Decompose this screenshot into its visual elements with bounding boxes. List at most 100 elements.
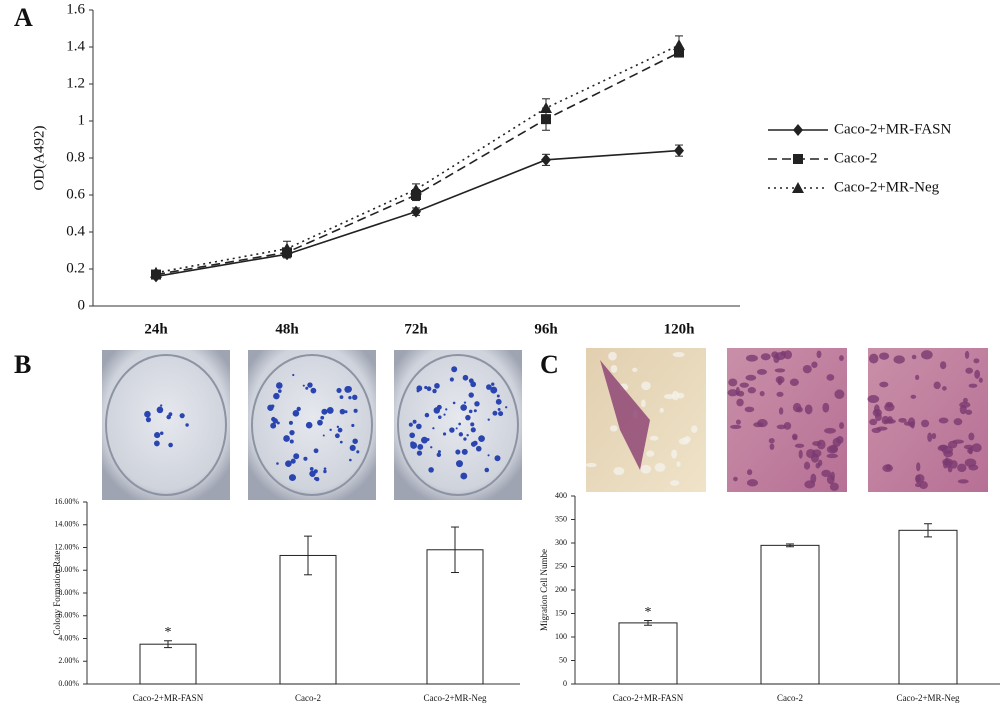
colony-dot bbox=[409, 432, 416, 439]
bar bbox=[618, 622, 678, 685]
colony-dot bbox=[334, 433, 340, 439]
cell bbox=[937, 445, 947, 452]
migration-photo bbox=[727, 348, 847, 492]
colony-dot bbox=[484, 467, 490, 473]
cell bbox=[774, 368, 786, 373]
x-tick-label: Caco-2 bbox=[777, 693, 803, 703]
cell bbox=[911, 354, 917, 360]
colony-dot bbox=[352, 438, 358, 444]
colony-dot bbox=[352, 394, 358, 401]
colony-dot bbox=[466, 434, 469, 437]
cell bbox=[778, 407, 784, 415]
colony-dot bbox=[353, 408, 358, 413]
colony-dot bbox=[461, 448, 468, 455]
colony-dot bbox=[452, 401, 456, 405]
colony-dot bbox=[168, 442, 173, 448]
bar bbox=[139, 643, 197, 685]
colony-dot bbox=[417, 444, 424, 450]
cell bbox=[759, 391, 765, 397]
colony-dot bbox=[416, 385, 423, 392]
colony-dot bbox=[455, 427, 458, 430]
colony-dot bbox=[487, 418, 490, 421]
cell bbox=[968, 447, 973, 455]
colony-dot bbox=[310, 387, 317, 394]
y-tick-label: 2.00% bbox=[58, 656, 79, 665]
cell bbox=[839, 355, 844, 361]
annotation: * bbox=[645, 605, 652, 620]
colony-dot bbox=[437, 450, 441, 454]
y-tick-label: 4.00% bbox=[58, 633, 79, 642]
cell bbox=[881, 415, 890, 425]
series-line bbox=[155, 44, 680, 274]
marker bbox=[541, 153, 551, 166]
cell bbox=[939, 361, 947, 370]
colony-dot bbox=[326, 406, 334, 414]
y-tick-label: 0.8 bbox=[66, 149, 85, 165]
colony-dot bbox=[275, 382, 283, 389]
error-bar bbox=[644, 620, 652, 626]
colony-dot bbox=[424, 412, 430, 418]
cell bbox=[780, 350, 786, 356]
cell bbox=[968, 432, 975, 441]
colony-dot bbox=[491, 382, 495, 386]
cell bbox=[794, 443, 805, 448]
colony-dot bbox=[490, 386, 498, 394]
cell bbox=[869, 418, 878, 426]
y-tick-label: 50 bbox=[559, 655, 567, 664]
colony-dot bbox=[302, 384, 305, 387]
colony-dot bbox=[305, 421, 313, 429]
cell bbox=[768, 437, 775, 444]
colony-dot bbox=[277, 389, 282, 393]
cell bbox=[910, 394, 917, 399]
colony-dot bbox=[156, 406, 164, 414]
colony-dot bbox=[313, 448, 319, 454]
colony-dot bbox=[430, 446, 433, 449]
y-tick-label: 0.4 bbox=[66, 223, 85, 239]
y-tick-label: 200 bbox=[555, 585, 567, 594]
colony-dot bbox=[348, 395, 352, 400]
cell bbox=[832, 437, 841, 447]
cell bbox=[649, 435, 659, 441]
cell bbox=[959, 404, 967, 415]
colony-dot bbox=[288, 420, 293, 425]
colony-dot bbox=[426, 386, 432, 392]
cell bbox=[745, 374, 757, 381]
photos bbox=[102, 348, 988, 500]
cell bbox=[829, 482, 839, 491]
y-tick-label: 300 bbox=[555, 538, 567, 547]
cell bbox=[826, 374, 835, 381]
colony-dot bbox=[293, 453, 300, 460]
bar bbox=[760, 544, 820, 685]
cell bbox=[640, 464, 652, 474]
cell bbox=[756, 368, 767, 375]
x-tick-label: Caco-2 bbox=[295, 693, 321, 703]
cell bbox=[792, 435, 798, 441]
colony-dot bbox=[458, 422, 461, 426]
x-tick-label: Caco-2+MR-Neg bbox=[896, 693, 960, 703]
legend-marker bbox=[792, 182, 804, 193]
colony-dot bbox=[339, 395, 344, 399]
cell bbox=[739, 382, 749, 388]
cell bbox=[952, 439, 964, 444]
colony-dot bbox=[410, 441, 415, 447]
cell bbox=[893, 355, 905, 364]
cell bbox=[921, 350, 933, 360]
cell bbox=[879, 352, 890, 360]
colony-dot bbox=[283, 435, 290, 442]
colony-dot bbox=[445, 408, 448, 411]
cell bbox=[885, 464, 892, 471]
colony-dot bbox=[434, 382, 440, 389]
colony-dot bbox=[329, 428, 332, 432]
cell bbox=[811, 361, 818, 368]
cell bbox=[965, 367, 973, 374]
colony-dot bbox=[426, 438, 430, 441]
colony-dot bbox=[436, 452, 442, 458]
y-tick-label: 100 bbox=[555, 632, 567, 641]
colony-dot bbox=[290, 458, 296, 464]
colony-dot bbox=[339, 408, 346, 415]
dish-rim bbox=[251, 354, 373, 496]
colony-dot bbox=[185, 423, 189, 427]
x-tick-label: 48h bbox=[275, 321, 299, 337]
colony-dot bbox=[460, 404, 467, 411]
cell bbox=[867, 395, 880, 404]
